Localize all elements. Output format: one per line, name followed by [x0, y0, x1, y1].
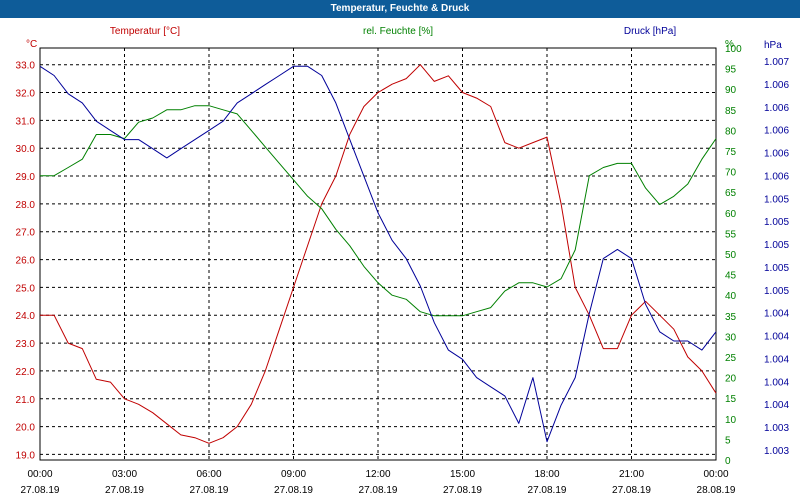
- y-tick-humidity: 50: [725, 250, 737, 261]
- y-tick-humidity: 95: [725, 65, 737, 76]
- y-tick-pressure: 1.003: [764, 446, 789, 457]
- y-tick-pressure: 1.006: [764, 171, 789, 182]
- y-tick-humidity: 100: [725, 44, 742, 55]
- pressure-line: [39, 65, 717, 443]
- x-tick-time: 00:00: [27, 469, 52, 480]
- y-tick-pressure: 1.005: [764, 286, 789, 297]
- x-tick-time: 00:00: [703, 469, 728, 480]
- y-tick-pressure: 1.004: [764, 309, 789, 320]
- y-tick-temperature: 23.0: [16, 339, 36, 350]
- y-tick-humidity: 85: [725, 106, 737, 117]
- x-tick-time: 09:00: [281, 469, 306, 480]
- y-tick-temperature: 30.0: [16, 144, 36, 155]
- x-tick-date: 27.08.19: [359, 485, 398, 496]
- x-tick-time: 06:00: [196, 469, 221, 480]
- y-tick-humidity: 55: [725, 229, 737, 240]
- x-tick-date: 27.08.19: [21, 485, 60, 496]
- y-tick-temperature: 22.0: [16, 367, 36, 378]
- x-tick-time: 21:00: [619, 469, 644, 480]
- y-tick-humidity: 30: [725, 332, 737, 343]
- y-tick-temperature: 32.0: [16, 89, 36, 100]
- y-tick-temperature: 31.0: [16, 116, 36, 127]
- y-tick-humidity: 70: [725, 168, 737, 179]
- y-tick-pressure: 1.005: [764, 217, 789, 228]
- x-tick-time: 18:00: [534, 469, 559, 480]
- y-tick-humidity: 5: [725, 435, 731, 446]
- y-tick-temperature: 33.0: [16, 61, 36, 72]
- y-tick-humidity: 20: [725, 374, 737, 385]
- x-tick-date: 28.08.19: [697, 485, 736, 496]
- x-tick-time: 12:00: [365, 469, 390, 480]
- y-tick-temperature: 27.0: [16, 228, 36, 239]
- y-tick-pressure: 1.004: [764, 400, 789, 411]
- y-tick-pressure: 1.004: [764, 377, 789, 388]
- axis-label-temperature: Temperatur [°C]: [110, 26, 180, 37]
- y-tick-humidity: 80: [725, 126, 737, 137]
- y-tick-pressure: 1.004: [764, 332, 789, 343]
- y-tick-humidity: 90: [725, 85, 737, 96]
- y-tick-pressure: 1.003: [764, 423, 789, 434]
- y-tick-pressure: 1.004: [764, 354, 789, 365]
- y-tick-temperature: 19.0: [16, 450, 36, 461]
- y-tick-temperature: 21.0: [16, 395, 36, 406]
- y-tick-pressure: 1.006: [764, 126, 789, 137]
- y-tick-humidity: 40: [725, 291, 737, 302]
- y-tick-humidity: 65: [725, 188, 737, 199]
- temperature-line: [40, 64, 717, 444]
- y-tick-pressure: 1.005: [764, 194, 789, 205]
- y-tick-pressure: 1.006: [764, 103, 789, 114]
- axis-unit-pressure: hPa: [764, 40, 782, 51]
- y-tick-humidity: 45: [725, 271, 737, 282]
- x-tick-time: 03:00: [112, 469, 137, 480]
- y-tick-humidity: 25: [725, 353, 737, 364]
- y-tick-pressure: 1.005: [764, 240, 789, 251]
- x-tick-date: 27.08.19: [274, 485, 313, 496]
- y-tick-humidity: 60: [725, 209, 737, 220]
- x-tick-date: 27.08.19: [612, 485, 651, 496]
- y-tick-humidity: 35: [725, 312, 737, 323]
- humidity-line: [40, 105, 717, 317]
- y-tick-temperature: 29.0: [16, 172, 36, 183]
- x-tick-time: 15:00: [450, 469, 475, 480]
- y-tick-temperature: 26.0: [16, 256, 36, 267]
- y-tick-humidity: 75: [725, 147, 737, 158]
- y-tick-pressure: 1.006: [764, 149, 789, 160]
- y-tick-pressure: 1.006: [764, 80, 789, 91]
- x-tick-date: 27.08.19: [528, 485, 567, 496]
- y-tick-humidity: 10: [725, 415, 737, 426]
- y-tick-pressure: 1.005: [764, 263, 789, 274]
- axis-unit-temperature: °C: [26, 39, 37, 50]
- x-tick-date: 27.08.19: [190, 485, 229, 496]
- chart-title: Temperatur, Feuchte & Druck: [0, 0, 800, 18]
- y-tick-humidity: 15: [725, 394, 737, 405]
- y-tick-temperature: 25.0: [16, 283, 36, 294]
- axis-label-humidity: rel. Feuchte [%]: [363, 26, 433, 37]
- y-tick-pressure: 1.007: [764, 57, 789, 68]
- y-tick-temperature: 20.0: [16, 423, 36, 434]
- y-tick-temperature: 24.0: [16, 311, 36, 322]
- x-tick-date: 27.08.19: [105, 485, 144, 496]
- x-tick-date: 27.08.19: [443, 485, 482, 496]
- y-tick-temperature: 28.0: [16, 200, 36, 211]
- y-tick-humidity: 0: [725, 456, 731, 467]
- axis-label-pressure: Druck [hPa]: [624, 26, 676, 37]
- axis-unit-humidity: %: [725, 39, 734, 50]
